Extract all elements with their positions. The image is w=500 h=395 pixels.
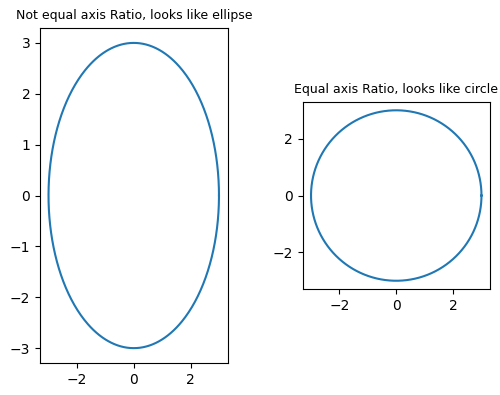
Title: Not equal axis Ratio, looks like ellipse: Not equal axis Ratio, looks like ellipse <box>16 9 252 22</box>
Title: Equal axis Ratio, looks like circle: Equal axis Ratio, looks like circle <box>294 83 498 96</box>
